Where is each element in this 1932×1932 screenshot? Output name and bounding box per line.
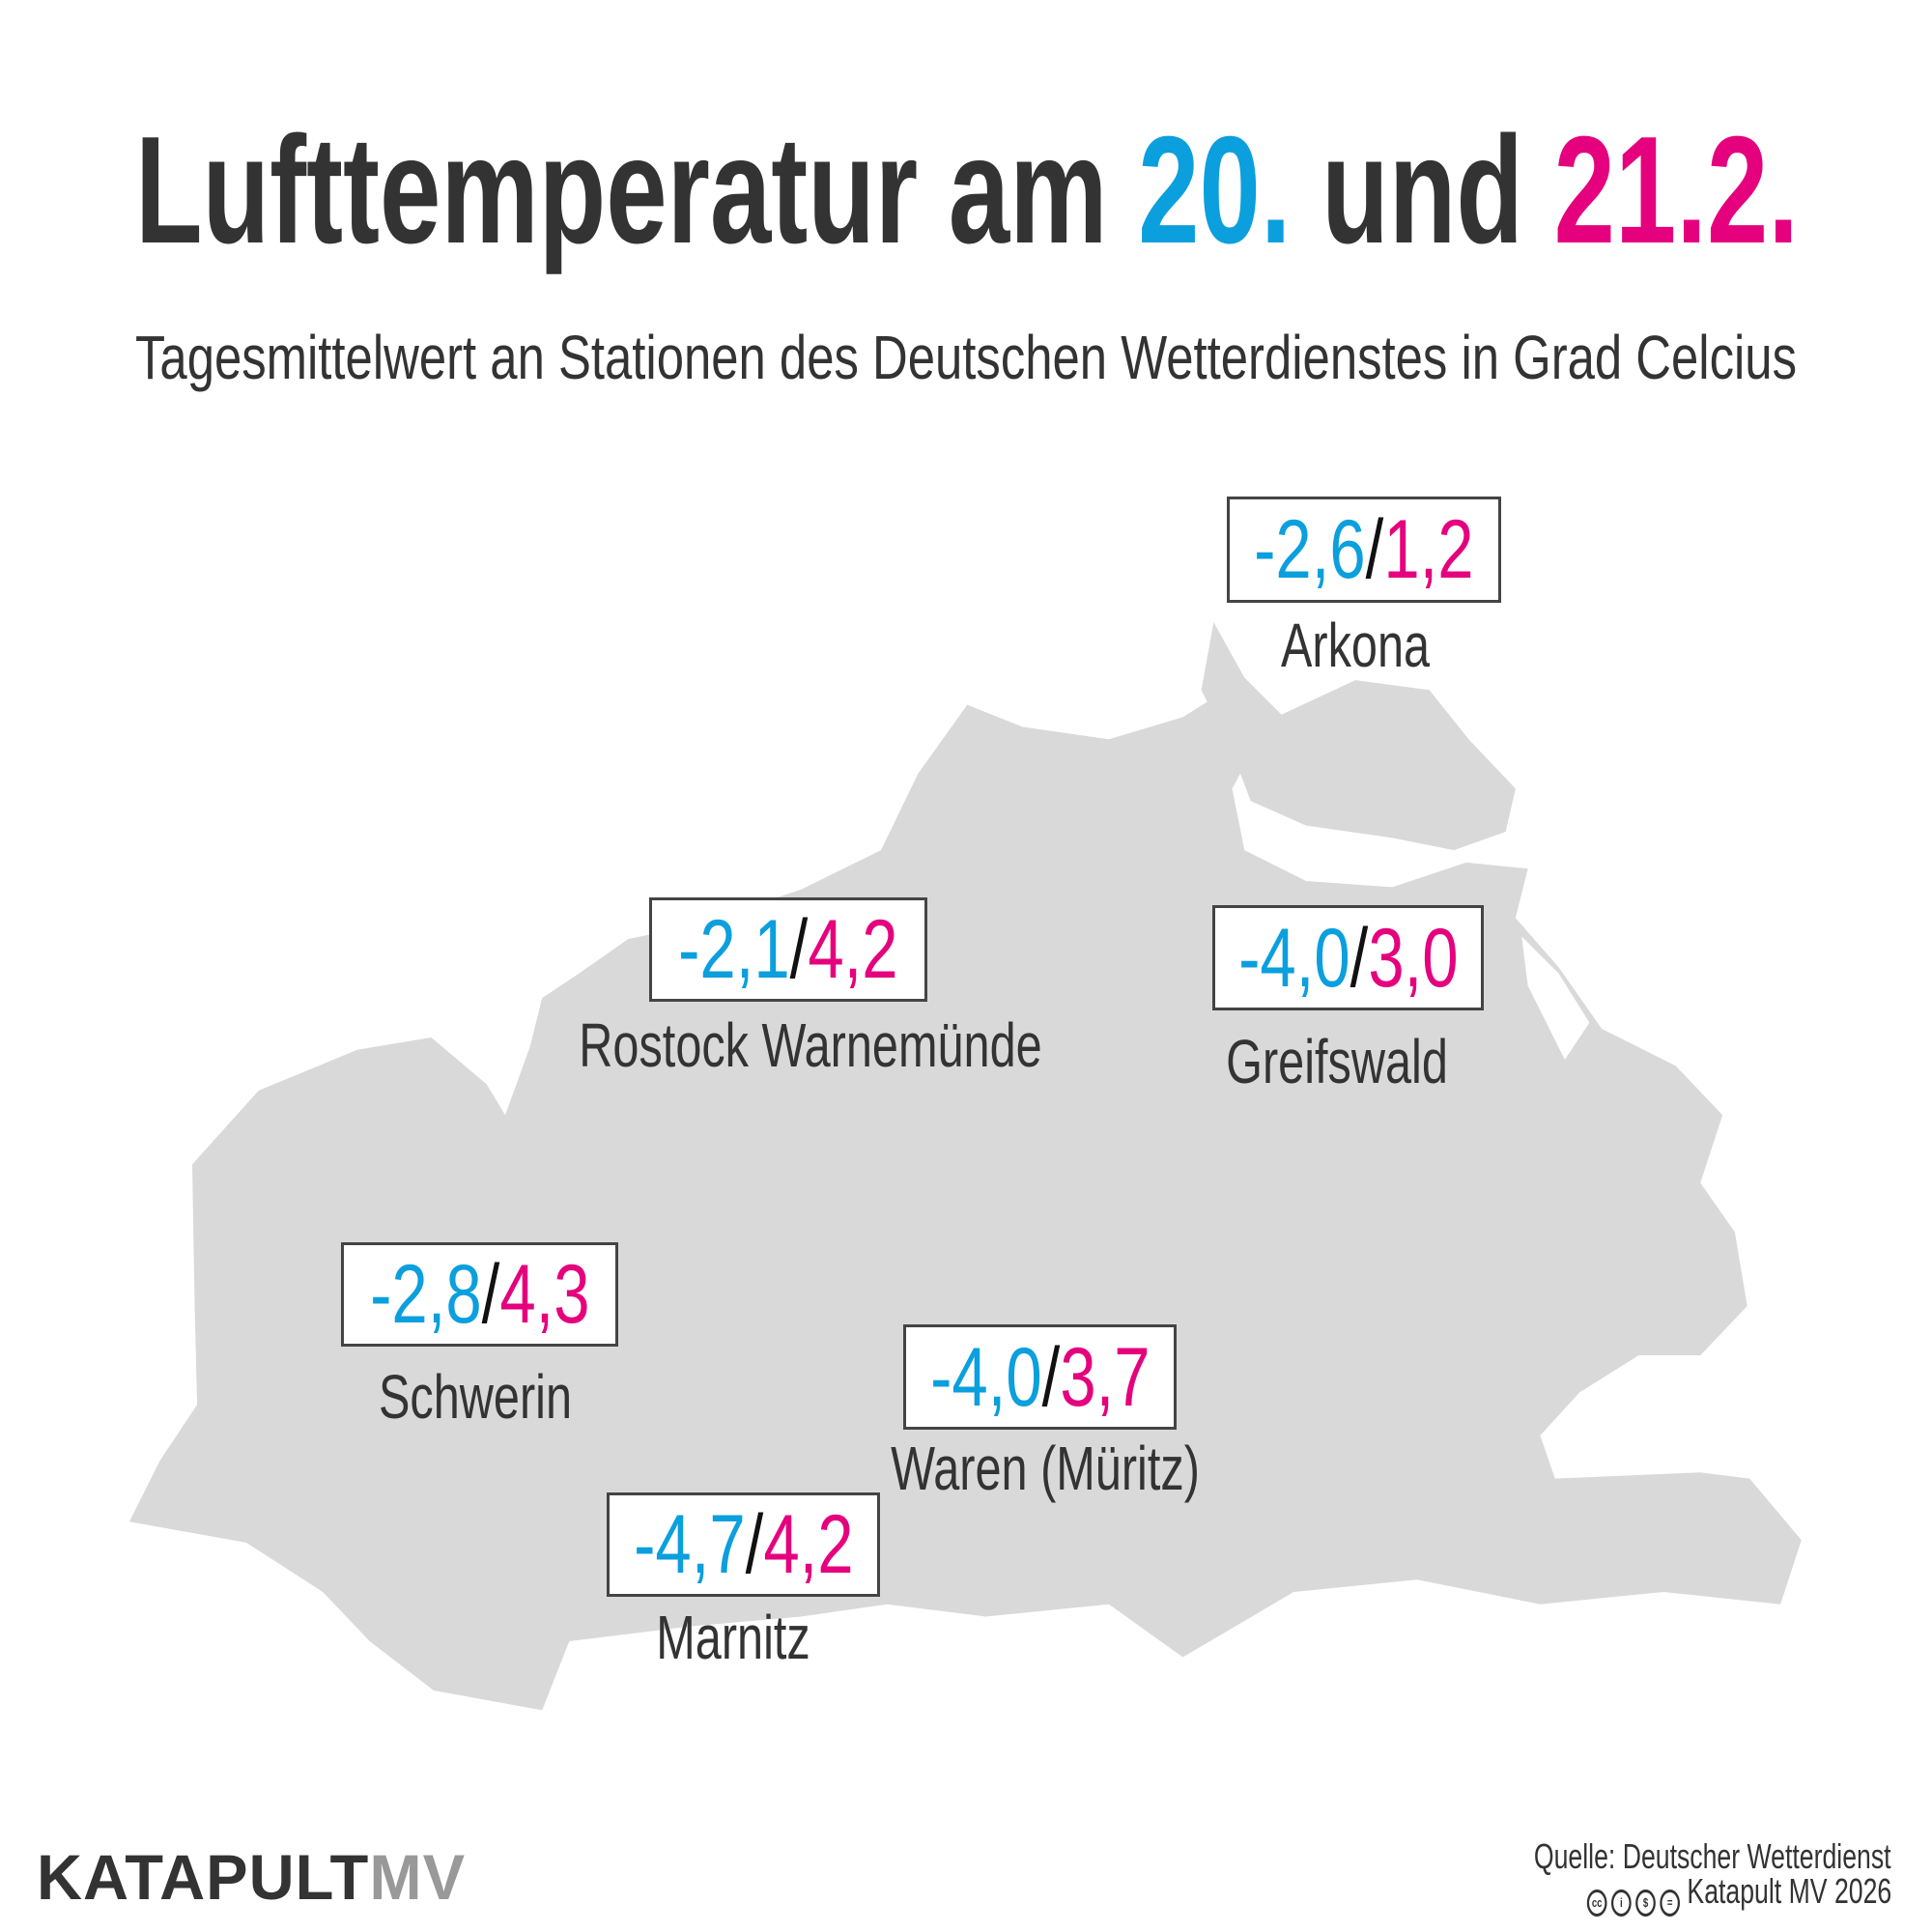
title-text-1: Lufttemperatur am — [135, 105, 1139, 275]
station-value-box-waren: -4,0/3,7 — [903, 1324, 1177, 1430]
by-icon: i — [1610, 1889, 1632, 1917]
nc-icon: $ — [1634, 1889, 1656, 1917]
day2-value: 1,2 — [1383, 503, 1474, 596]
nd-icon: = — [1660, 1889, 1680, 1917]
separator: / — [481, 1248, 500, 1341]
logo-suffix: MV — [369, 1841, 466, 1913]
ruegen-island-shape — [1201, 622, 1516, 851]
day2-value: 3,0 — [1368, 911, 1459, 1005]
source-text: Quelle: Deutscher Wetterdienst — [1534, 1836, 1891, 1876]
mainland-shape — [128, 690, 1802, 1711]
copyright-text: Katapult MV 2026 — [1687, 1871, 1891, 1911]
day1-value: -4,0 — [929, 1330, 1042, 1424]
station-value-box-rostock: -2,1/4,2 — [649, 897, 927, 1002]
station-value-box-greifswald: -4,0/3,0 — [1212, 905, 1484, 1010]
separator: / — [1041, 1330, 1061, 1424]
station-label-schwerin: Schwerin — [378, 1362, 573, 1432]
logo-main: KATAPULT — [37, 1841, 370, 1913]
separator: / — [1365, 503, 1384, 596]
station-label-marnitz: Marnitz — [656, 1603, 810, 1672]
separator: / — [1350, 911, 1369, 1005]
day1-value: -2,6 — [1254, 503, 1366, 596]
footer-credits: Quelle: Deutscher Wetterdienst cc i $ = Kat… — [1408, 1839, 1891, 1917]
cc-icon: cc — [1586, 1889, 1607, 1917]
station-value-box-schwerin: -2,8/4,3 — [341, 1242, 618, 1347]
day2-value: 4,2 — [763, 1498, 854, 1591]
page-title: Lufttemperatur am 20. und 21.2. — [135, 114, 1932, 267]
katapult-mv-logo: KATAPULTMV — [37, 1845, 471, 1909]
day2-value: 3,7 — [1060, 1330, 1151, 1424]
station-value-box-marnitz: -4,7/4,2 — [607, 1492, 880, 1597]
separator: / — [745, 1498, 764, 1591]
station-label-rostock: Rostock Warnemünde — [579, 1010, 1042, 1080]
subtitle: Tagesmittelwert an Stationen des Deutsch… — [135, 327, 1932, 388]
station-label-greifswald: Greifswald — [1226, 1027, 1448, 1096]
title-date-day2: 21.2. — [1553, 105, 1800, 275]
day1-value: -2,1 — [678, 903, 790, 996]
title-date-day1: 20. — [1138, 105, 1292, 275]
day2-value: 4,2 — [808, 903, 898, 996]
day1-value: -4,7 — [633, 1498, 746, 1591]
separator: / — [789, 903, 809, 996]
usedom-island-shape — [1521, 936, 1590, 1060]
station-label-arkona: Arkona — [1280, 611, 1431, 680]
station-value-box-arkona: -2,6/1,2 — [1227, 497, 1501, 603]
day2-value: 4,3 — [499, 1248, 590, 1341]
license-line: cc i $ = Katapult MV 2026 — [1582, 1874, 1891, 1917]
title-text-2: und — [1291, 105, 1554, 275]
station-label-waren: Waren (Müritz) — [891, 1434, 1200, 1503]
subtitle-text: Tagesmittelwert an Stationen des Deutsch… — [135, 323, 1797, 392]
day1-value: -2,8 — [369, 1248, 482, 1341]
day1-value: -4,0 — [1237, 911, 1350, 1005]
